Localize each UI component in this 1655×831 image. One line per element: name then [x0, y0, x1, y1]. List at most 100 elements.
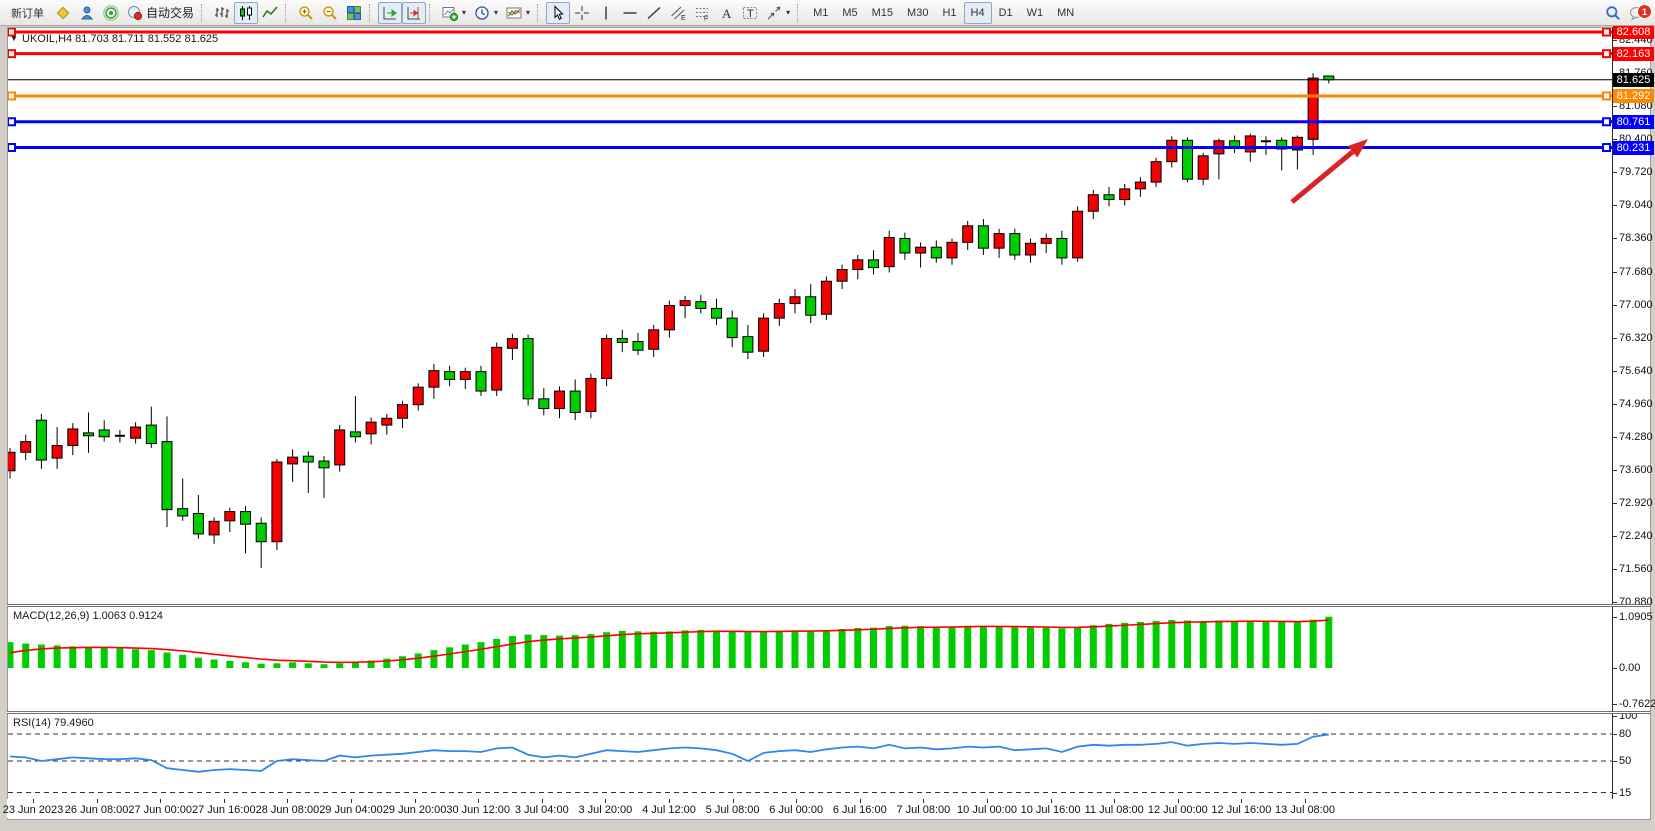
- chartcandles-icon: [238, 5, 254, 21]
- cursor-button[interactable]: [546, 1, 571, 24]
- line-handle[interactable]: [8, 143, 16, 153]
- crosshair-button[interactable]: [570, 2, 594, 24]
- main-price-pane[interactable]: [8, 28, 1612, 605]
- periods-button[interactable]: ▾: [470, 2, 502, 24]
- text-button[interactable]: A: [714, 2, 738, 24]
- zoom-in-button[interactable]: [294, 2, 318, 24]
- line-handle[interactable]: [1602, 143, 1611, 153]
- line-handle[interactable]: [1602, 91, 1611, 101]
- time-tick-mark: [1241, 799, 1243, 803]
- tile-windows-button[interactable]: [342, 2, 366, 24]
- svg-text:T: T: [747, 8, 754, 20]
- bull-candle: [491, 346, 503, 391]
- toolbar-separator: [797, 3, 803, 22]
- time-tick-mark: [287, 799, 289, 803]
- notifications-button[interactable]: 1: [1625, 2, 1652, 24]
- arrows-button[interactable]: ▾: [762, 2, 794, 24]
- time-tick-label: 12 Jul 16:00: [1211, 804, 1272, 816]
- line-handle[interactable]: [1602, 117, 1611, 127]
- hline-button[interactable]: [618, 2, 642, 24]
- bull-candle: [1307, 77, 1319, 140]
- price-tick-label: 78.360: [1619, 232, 1653, 245]
- annotation-arrow-head[interactable]: [1347, 139, 1368, 158]
- mql-editor-button[interactable]: [51, 2, 75, 24]
- tf-w1-button[interactable]: W1: [1020, 2, 1051, 24]
- bar-chart-button[interactable]: [210, 2, 234, 24]
- axis-tick-mark: [1613, 792, 1617, 794]
- line-handle[interactable]: [1602, 28, 1611, 37]
- macd-signal-line: [9, 619, 1329, 664]
- toolbar-separator: [369, 3, 375, 22]
- bull-candle: [130, 426, 142, 439]
- rsi-tick-label: 80: [1619, 728, 1632, 740]
- time-tick-mark: [605, 799, 607, 803]
- macd-tick-label: 0.00: [1619, 662, 1641, 674]
- bear-candle: [1182, 139, 1193, 180]
- search-button[interactable]: [1601, 2, 1625, 24]
- svg-text:A: A: [722, 6, 732, 21]
- tf-h4-button[interactable]: H4: [963, 1, 992, 24]
- bull-candle: [287, 456, 299, 465]
- chart-shift-button[interactable]: [402, 1, 427, 24]
- tf-d1-button[interactable]: D1: [992, 2, 1020, 24]
- bear-candle: [161, 441, 173, 511]
- label-button[interactable]: T: [738, 2, 762, 24]
- one-click-trading-collapse-icon[interactable]: ▼: [10, 34, 18, 43]
- time-tick-label: 7 Jul 08:00: [896, 804, 951, 816]
- autotrading-button-label: 自动交易: [146, 6, 195, 20]
- bull-candle: [648, 329, 660, 350]
- trendline-button[interactable]: [642, 2, 666, 24]
- annotation-arrow-shaft[interactable]: [1290, 149, 1355, 204]
- bear-candle: [444, 371, 456, 380]
- price-tick-label: 74.960: [1619, 397, 1653, 410]
- tf-m1-button[interactable]: M1: [806, 2, 835, 24]
- signals-button[interactable]: [99, 2, 123, 24]
- new-order-button[interactable]: 新订单: [4, 2, 51, 24]
- macd-pane[interactable]: [8, 607, 1612, 712]
- vline-button[interactable]: [594, 2, 618, 24]
- bear-candle: [1276, 139, 1288, 150]
- bull-candle: [1025, 242, 1036, 256]
- notification-badge: 1: [1637, 4, 1652, 19]
- rsi-pane[interactable]: [8, 714, 1612, 798]
- pane-separator-macd[interactable]: [7, 604, 1650, 607]
- line-chart-button[interactable]: [258, 2, 282, 24]
- dropdown-caret-icon[interactable]: ▾: [526, 8, 531, 17]
- tf-h1-button[interactable]: H1: [935, 2, 963, 24]
- bull-candle: [679, 300, 691, 307]
- price-tick-label: 71.560: [1619, 562, 1653, 575]
- bear-candle: [240, 511, 251, 525]
- auto-scroll-button[interactable]: [378, 1, 403, 24]
- fibonacci-button[interactable]: F: [690, 2, 714, 24]
- bull-candle: [1040, 237, 1052, 244]
- dropdown-caret-icon[interactable]: ▾: [786, 8, 791, 17]
- tf-m5-button[interactable]: M5: [835, 2, 864, 24]
- line-handle[interactable]: [8, 91, 16, 101]
- new-chart-button[interactable]: ▾: [438, 2, 470, 24]
- chart-window[interactable]: [7, 27, 1651, 820]
- tf-mn-button[interactable]: MN: [1050, 2, 1081, 24]
- autotrading-button[interactable]: 自动交易: [123, 2, 198, 24]
- candlestick-series[interactable]: [8, 73, 1335, 568]
- pane-separator-rsi[interactable]: [7, 711, 1650, 714]
- bull-candle: [993, 233, 1005, 249]
- zoom-out-button[interactable]: [318, 2, 342, 24]
- time-axis[interactable]: 23 Jun 2023 26 Jun 08:00 27 Jun 00:00 27 Ju…: [3, 799, 1650, 818]
- tf-h1-button-label: H1: [942, 6, 957, 19]
- bull-candle: [8, 451, 16, 472]
- line-handle[interactable]: [8, 49, 16, 59]
- line-handle[interactable]: [8, 117, 16, 127]
- tf-m30-button[interactable]: M30: [900, 2, 935, 24]
- bull-candle: [852, 259, 864, 271]
- line-handle[interactable]: [1602, 49, 1611, 59]
- templates-button[interactable]: ▾: [502, 2, 534, 24]
- dropdown-caret-icon[interactable]: ▾: [494, 8, 499, 17]
- tf-m15-button[interactable]: M15: [865, 2, 900, 24]
- channel-button[interactable]: E: [666, 2, 690, 24]
- line-handle[interactable]: [8, 28, 16, 37]
- dropdown-caret-icon[interactable]: ▾: [462, 8, 467, 17]
- market-watch-button[interactable]: [75, 2, 99, 24]
- candle-chart-button[interactable]: [234, 1, 259, 24]
- bull-candle: [554, 390, 565, 410]
- main-toolbar: 新订单 自动交易 ▾ ▾ ▾ E F A T ▾ M1 M5 M15 M30 H1 H4 D1 W1 MN 1: [0, 0, 1655, 26]
